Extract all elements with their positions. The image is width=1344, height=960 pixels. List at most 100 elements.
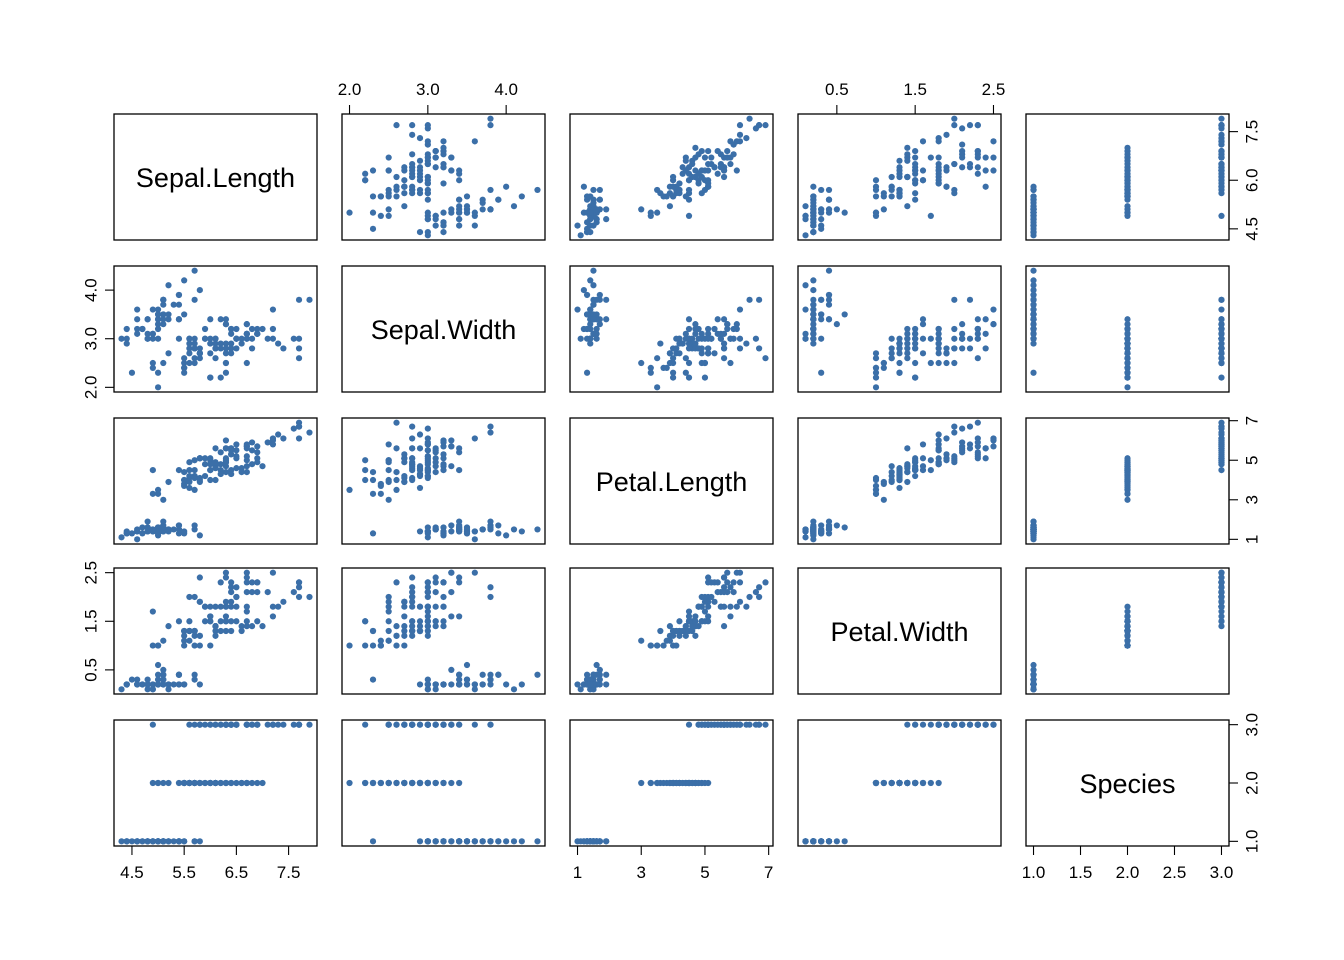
data-point xyxy=(896,350,903,357)
data-point xyxy=(259,779,266,787)
data-point xyxy=(196,532,203,539)
data-point xyxy=(377,490,384,497)
data-point xyxy=(487,122,494,129)
data-point xyxy=(243,623,250,630)
data-point xyxy=(440,593,447,601)
data-point xyxy=(919,455,927,462)
data-point xyxy=(264,721,271,728)
data-point xyxy=(896,186,903,194)
diagonal-label: Sepal.Width xyxy=(371,315,517,345)
data-point xyxy=(647,779,654,787)
data-point xyxy=(974,439,981,446)
data-point xyxy=(393,779,400,787)
data-point xyxy=(912,196,919,203)
data-point xyxy=(424,154,431,161)
data-point xyxy=(432,603,439,610)
data-point xyxy=(487,115,494,122)
data-point xyxy=(139,681,146,688)
data-point xyxy=(222,445,230,452)
data-point xyxy=(990,167,997,174)
data-point xyxy=(818,225,825,232)
data-point xyxy=(238,623,245,630)
data-point xyxy=(243,469,250,476)
data-point xyxy=(424,447,431,454)
data-point xyxy=(416,838,424,845)
data-point xyxy=(440,467,447,474)
data-point xyxy=(596,291,603,299)
data-point xyxy=(583,671,591,678)
data-point xyxy=(1218,574,1225,581)
data-point xyxy=(196,287,203,294)
data-point xyxy=(448,666,455,673)
data-point xyxy=(714,330,721,337)
data-point xyxy=(596,196,603,203)
data-point xyxy=(471,569,478,576)
data-point xyxy=(966,423,974,430)
data-point xyxy=(810,199,817,207)
data-point xyxy=(123,340,130,347)
data-point xyxy=(290,589,297,596)
data-point xyxy=(295,345,303,352)
data-point xyxy=(714,147,721,155)
data-point xyxy=(154,384,162,391)
data-point xyxy=(222,627,230,635)
data-point xyxy=(191,721,198,728)
data-point xyxy=(1030,666,1037,673)
data-point xyxy=(228,598,235,605)
data-point xyxy=(424,472,431,480)
panel-r5-c3 xyxy=(569,719,774,847)
data-point xyxy=(708,579,715,586)
data-point xyxy=(243,603,250,610)
data-point xyxy=(872,474,880,482)
data-point xyxy=(295,721,303,728)
data-point xyxy=(872,364,880,371)
data-point xyxy=(424,455,431,462)
data-point xyxy=(705,603,712,610)
data-point xyxy=(935,359,942,367)
data-point xyxy=(912,345,919,352)
data-point xyxy=(228,330,235,337)
data-point xyxy=(269,306,277,313)
data-point xyxy=(409,151,416,158)
data-point xyxy=(290,721,297,728)
data-point xyxy=(1030,199,1037,207)
data-point xyxy=(487,524,494,531)
data-point xyxy=(393,623,400,630)
data-point xyxy=(448,437,455,444)
data-point xyxy=(692,144,699,151)
data-point xyxy=(409,445,416,452)
data-point xyxy=(810,183,817,190)
data-point xyxy=(959,154,966,161)
data-point xyxy=(346,779,353,787)
data-point xyxy=(880,193,887,200)
data-point xyxy=(912,721,919,728)
data-point xyxy=(385,476,392,484)
data-point xyxy=(705,574,712,581)
panel-r3-c4 xyxy=(797,417,1002,545)
panel-r5-c5: Species xyxy=(1025,719,1230,847)
data-point xyxy=(440,439,447,446)
data-point xyxy=(603,316,610,323)
data-point xyxy=(295,355,303,362)
data-point xyxy=(943,457,950,464)
data-point xyxy=(248,345,256,352)
data-point xyxy=(896,474,903,482)
data-point xyxy=(1124,496,1131,503)
data-point xyxy=(495,522,502,529)
data-point xyxy=(904,335,911,342)
data-point xyxy=(974,721,981,728)
data-point xyxy=(471,681,478,688)
data-point xyxy=(238,340,245,347)
data-point xyxy=(966,335,974,342)
data-point xyxy=(217,627,224,635)
data-point xyxy=(217,721,224,728)
data-point xyxy=(393,642,400,649)
data-point xyxy=(186,637,193,644)
panel-r3-c2 xyxy=(341,417,546,545)
data-point xyxy=(574,681,581,688)
data-point xyxy=(463,676,471,683)
data-point xyxy=(456,676,463,683)
data-point xyxy=(463,530,471,537)
data-point xyxy=(393,173,400,181)
